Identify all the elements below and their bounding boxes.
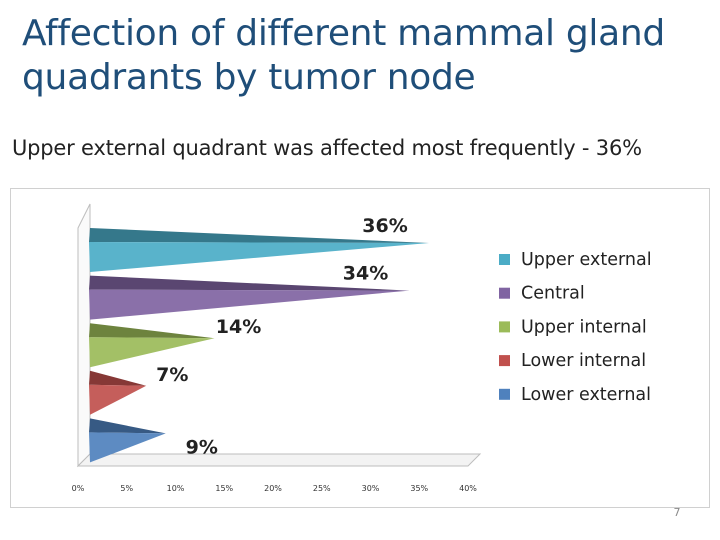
x-tick-label: 35% xyxy=(410,484,428,493)
x-tick-label: 30% xyxy=(362,484,380,493)
x-tick-label: 25% xyxy=(313,484,331,493)
legend-swatch xyxy=(499,321,510,333)
data-label: 14% xyxy=(216,316,261,338)
x-tick-label: 5% xyxy=(120,484,133,493)
bar-front-face xyxy=(89,337,215,368)
legend-swatch xyxy=(499,254,510,265)
x-tick-label: 0% xyxy=(72,484,85,493)
legend-swatch xyxy=(499,355,510,367)
data-label: 7% xyxy=(156,364,188,386)
legend-label: Lower external xyxy=(521,385,651,405)
legend-swatch xyxy=(499,287,510,299)
x-tick-label: 15% xyxy=(215,484,233,493)
slide-title: Affection of different mammal gland quad… xyxy=(22,13,665,98)
bar-front-face xyxy=(89,289,410,320)
bar-top-face xyxy=(89,228,429,243)
slide-subtitle: Upper external quadrant was affected mos… xyxy=(12,136,642,160)
x-tick-label: 10% xyxy=(167,484,185,493)
bar-top-face xyxy=(89,323,215,339)
bar-top-face xyxy=(89,418,166,434)
page-number: 7 xyxy=(673,506,681,519)
x-tick-label: 20% xyxy=(264,484,282,493)
bar-front-face xyxy=(89,432,166,463)
data-label: 36% xyxy=(362,215,407,237)
legend-label: Lower internal xyxy=(521,351,646,371)
legend-label: Upper internal xyxy=(521,317,647,337)
bar-top-face xyxy=(89,275,410,291)
legend-swatch xyxy=(499,388,510,400)
data-label: 34% xyxy=(343,263,388,285)
chart-floor xyxy=(76,453,482,467)
legend-label: Upper external xyxy=(521,250,652,270)
bar-top-face xyxy=(89,370,147,386)
chart-frame xyxy=(10,188,710,508)
bar-front-face xyxy=(89,242,429,272)
chart-side-wall xyxy=(77,203,91,468)
x-tick-label: 40% xyxy=(459,484,477,493)
legend-label: Central xyxy=(521,284,585,304)
bar-front-face xyxy=(89,384,147,415)
data-label: 9% xyxy=(186,436,218,458)
